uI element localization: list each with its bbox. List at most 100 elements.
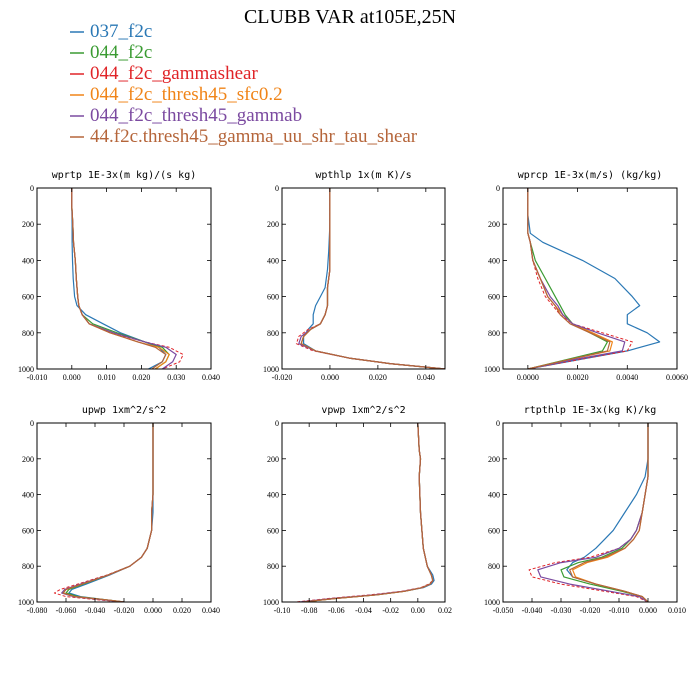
chart-panel: wprcp 1E-3x(m/s) (kg/kg) 0.0000 0.0020 0.00… bbox=[484, 170, 688, 382]
y-tick-label: 0 bbox=[275, 184, 279, 193]
panel-title: rtpthlp 1E-3x(kg K)/kg bbox=[524, 405, 656, 416]
legend-label: 044_f2c bbox=[90, 42, 152, 63]
series-line bbox=[302, 423, 434, 602]
y-tick-label: 800 bbox=[267, 562, 279, 571]
series-line bbox=[300, 188, 445, 369]
chart-panel: wprtp 1E-3x(m kg)/(s kg) -0.010 0.000 0.010… bbox=[18, 170, 220, 382]
chart-panel: upwp 1xm^2/s^2 -0.080 -0.060 -0.040 -0.020 0.… bbox=[18, 405, 220, 615]
series-line bbox=[71, 188, 177, 369]
series-line bbox=[299, 423, 434, 602]
y-tick-label: 600 bbox=[488, 293, 500, 302]
series-line bbox=[303, 188, 445, 369]
x-tick-label: 0.020 bbox=[132, 373, 150, 382]
y-tick-label: 1000 bbox=[484, 365, 500, 374]
y-tick-label: 200 bbox=[22, 220, 34, 229]
x-tick-label: 0.00 bbox=[411, 606, 425, 615]
series-group bbox=[527, 188, 661, 369]
y-tick-label: 1000 bbox=[263, 365, 279, 374]
x-tick-label: -0.04 bbox=[355, 606, 372, 615]
y-tick-label: 600 bbox=[22, 526, 34, 535]
legend-label: 044_f2c_thresh45_gammab bbox=[90, 105, 302, 126]
chart-panel: vpwp 1xm^2/s^2 -0.10 -0.08 -0.06 -0.04 -0.02 0… bbox=[263, 405, 452, 615]
legend-entry: 044_f2c bbox=[70, 42, 152, 63]
legend-label: 044_f2c_gammashear bbox=[90, 63, 258, 84]
legend-entry: 044_f2c_gammashear bbox=[70, 63, 258, 84]
x-tick-label: -0.08 bbox=[301, 606, 318, 615]
x-tick-label: 0.0060 bbox=[666, 373, 688, 382]
x-tick-label: 0.040 bbox=[417, 373, 435, 382]
series-line bbox=[527, 188, 661, 369]
x-tick-label: -0.020 bbox=[272, 373, 293, 382]
series-line bbox=[302, 423, 435, 602]
plot-frame bbox=[502, 187, 678, 370]
series-line bbox=[566, 423, 649, 602]
x-tick-label: 0.000 bbox=[144, 606, 162, 615]
x-tick-label: 0.030 bbox=[167, 373, 185, 382]
y-tick-label: 800 bbox=[22, 329, 34, 338]
x-tick-label: 0.0000 bbox=[517, 373, 539, 382]
panel-title: vpwp 1xm^2/s^2 bbox=[321, 405, 405, 416]
panel-title: upwp 1xm^2/s^2 bbox=[82, 405, 166, 416]
legend-entry: 037_f2c bbox=[70, 21, 152, 42]
y-tick-label: 0 bbox=[275, 419, 279, 428]
legend: 037_f2c044_f2c044_f2c_gammashear044_f2c_… bbox=[70, 21, 418, 147]
series-line bbox=[302, 423, 434, 602]
series-line bbox=[53, 423, 154, 602]
series-line bbox=[295, 188, 445, 369]
legend-label: 037_f2c bbox=[90, 21, 152, 42]
chart-panel: rtpthlp 1E-3x(kg K)/kg -0.050 -0.040 -0.030… bbox=[484, 405, 686, 615]
y-tick-label: 400 bbox=[488, 256, 500, 265]
x-tick-label: 0.010 bbox=[98, 373, 116, 382]
series-line bbox=[68, 423, 154, 602]
legend-entry: 44.f2c.thresh45_gamma_uu_shr_tau_shear bbox=[70, 126, 418, 147]
x-tick-label: 0.000 bbox=[63, 373, 81, 382]
plot-frame bbox=[36, 422, 212, 603]
x-tick-label: 0.0020 bbox=[567, 373, 589, 382]
series-group bbox=[53, 423, 154, 602]
y-tick-label: 0 bbox=[496, 184, 500, 193]
plot-frame bbox=[281, 187, 446, 370]
panel-title: wprcp 1E-3x(m/s) (kg/kg) bbox=[518, 170, 663, 181]
series-line bbox=[527, 188, 611, 369]
y-tick-label: 1000 bbox=[263, 598, 279, 607]
x-tick-label: -0.02 bbox=[382, 606, 399, 615]
legend-label: 044_f2c_thresh45_sfc0.2 bbox=[90, 84, 283, 105]
y-tick-label: 600 bbox=[267, 526, 279, 535]
y-tick-label: 800 bbox=[267, 329, 279, 338]
y-tick-label: 400 bbox=[267, 491, 279, 500]
series-line bbox=[537, 423, 649, 602]
x-tick-label: 0.02 bbox=[438, 606, 452, 615]
y-tick-label: 200 bbox=[267, 455, 279, 464]
x-tick-label: -0.010 bbox=[27, 373, 48, 382]
series-line bbox=[71, 188, 170, 369]
series-line bbox=[71, 188, 170, 369]
series-line bbox=[295, 423, 434, 602]
panel-title: wprtp 1E-3x(m kg)/(s kg) bbox=[52, 170, 197, 181]
x-tick-label: -0.030 bbox=[551, 606, 572, 615]
x-tick-label: -0.050 bbox=[493, 606, 514, 615]
x-tick-label: 0.000 bbox=[321, 373, 339, 382]
series-group bbox=[295, 423, 435, 602]
panel-title: wpthlp 1x(m K)/s bbox=[315, 170, 411, 181]
y-tick-label: 800 bbox=[488, 562, 500, 571]
y-tick-label: 0 bbox=[30, 419, 34, 428]
y-tick-label: 600 bbox=[267, 293, 279, 302]
y-tick-label: 1000 bbox=[18, 365, 34, 374]
x-tick-label: -0.010 bbox=[609, 606, 630, 615]
y-tick-label: 600 bbox=[22, 293, 34, 302]
series-line bbox=[71, 188, 167, 369]
series-line bbox=[560, 423, 649, 602]
series-line bbox=[528, 423, 649, 602]
y-tick-label: 800 bbox=[488, 329, 500, 338]
x-tick-label: 0.040 bbox=[202, 373, 220, 382]
x-tick-label: 0.000 bbox=[639, 606, 657, 615]
y-tick-label: 400 bbox=[488, 491, 500, 500]
x-tick-label: -0.020 bbox=[114, 606, 135, 615]
panels: wprtp 1E-3x(m kg)/(s kg)-0.010 0.000 0.010… bbox=[18, 170, 688, 615]
figure-title: CLUBB VAR at105E,25N bbox=[244, 6, 456, 28]
y-tick-label: 400 bbox=[267, 256, 279, 265]
y-tick-label: 200 bbox=[488, 220, 500, 229]
x-tick-label: -0.020 bbox=[580, 606, 601, 615]
y-tick-label: 600 bbox=[488, 526, 500, 535]
series-line bbox=[298, 188, 445, 369]
